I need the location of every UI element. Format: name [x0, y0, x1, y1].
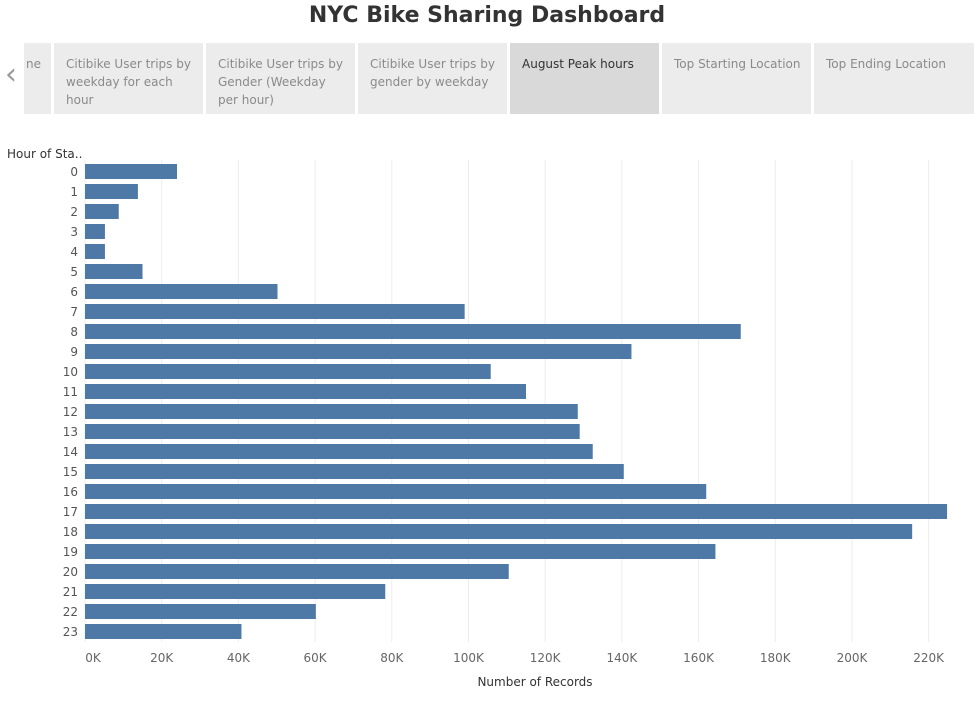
y-tick-label: 0 — [70, 165, 78, 179]
bar-hour-9[interactable] — [85, 344, 632, 359]
bar-hour-1[interactable] — [85, 184, 138, 199]
x-tick-label: 120K — [530, 651, 562, 665]
bar-hour-8[interactable] — [85, 324, 741, 339]
bar-hour-10[interactable] — [85, 364, 491, 379]
y-tick-label: 7 — [70, 305, 78, 319]
bar-hour-11[interactable] — [85, 384, 526, 399]
y-tick-label: 14 — [63, 445, 78, 459]
bar-hour-6[interactable] — [85, 284, 278, 299]
bar-hour-5[interactable] — [85, 264, 143, 279]
bar-hour-23[interactable] — [85, 624, 242, 639]
tab-august-peak-hours[interactable]: August Peak hours — [510, 43, 659, 114]
y-tick-label: 4 — [70, 245, 78, 259]
y-tick-label: 8 — [70, 325, 78, 339]
y-tick-label: 19 — [63, 545, 78, 559]
y-tick-label: 17 — [63, 505, 78, 519]
bar-hour-2[interactable] — [85, 204, 119, 219]
y-tick-label: 18 — [63, 525, 78, 539]
bar-hour-22[interactable] — [85, 604, 316, 619]
x-axis-title: Number of Records — [477, 675, 592, 689]
bar-hour-21[interactable] — [85, 584, 386, 599]
bar-hour-20[interactable] — [85, 564, 509, 579]
bar-hour-0[interactable] — [85, 164, 178, 179]
y-tick-label: 9 — [70, 345, 78, 359]
tab-top-ending-location[interactable]: Top Ending Location — [814, 43, 974, 114]
previous-tab-arrow-icon[interactable]: ‹ — [5, 57, 17, 92]
x-axis-ticks: 0K 20K 40K 60K 80K 100K 120K 140K 160K 180K 200K 22… — [85, 651, 945, 665]
tab-trips-gender-weekday-hour[interactable]: Citibike User trips by Gender (Weekday p… — [206, 43, 355, 114]
gridlines — [84, 160, 930, 642]
y-tick-label: 21 — [63, 585, 78, 599]
bar-hour-16[interactable] — [85, 484, 707, 499]
bar-hour-19[interactable] — [85, 544, 716, 559]
y-tick-label: 5 — [70, 265, 78, 279]
y-tick-label: 2 — [70, 205, 78, 219]
bar-hour-17[interactable] — [85, 504, 948, 519]
tab-trips-gender-weekday[interactable]: Citibike User trips by gender by weekday — [358, 43, 507, 114]
x-tick-label: 60K — [304, 651, 328, 665]
story-tabs: ‹ ne Citibike User trips by weekday for … — [0, 43, 974, 114]
y-tick-label: 22 — [63, 605, 78, 619]
y-tick-label: 13 — [63, 425, 78, 439]
bar-hour-14[interactable] — [85, 444, 593, 459]
x-tick-label: 220K — [913, 651, 945, 665]
y-tick-label: 6 — [70, 285, 78, 299]
tab-trips-weekday-hour[interactable]: Citibike User trips by weekday for each … — [54, 43, 203, 114]
y-tick-label: 16 — [63, 485, 78, 499]
bar-hour-12[interactable] — [85, 404, 578, 419]
x-tick-label: 100K — [453, 651, 485, 665]
x-tick-label: 0K — [85, 651, 102, 665]
x-tick-label: 160K — [683, 651, 715, 665]
bar-hour-4[interactable] — [85, 244, 105, 259]
y-tick-label: 10 — [63, 365, 78, 379]
x-tick-label: 40K — [227, 651, 251, 665]
x-tick-label: 80K — [380, 651, 404, 665]
y-tick-label: 3 — [70, 225, 78, 239]
y-tick-label: 15 — [63, 465, 78, 479]
bar-hour-15[interactable] — [85, 464, 624, 479]
bar-hour-13[interactable] — [85, 424, 580, 439]
y-tick-label: 11 — [63, 385, 78, 399]
bars — [85, 164, 948, 639]
y-tick-label: 12 — [63, 405, 78, 419]
x-tick-label: 140K — [606, 651, 638, 665]
x-tick-label: 200K — [837, 651, 869, 665]
x-tick-label: 180K — [760, 651, 792, 665]
x-tick-label: 20K — [150, 651, 174, 665]
y-axis-title: Hour of Sta.. — [7, 147, 82, 161]
y-tick-label: 20 — [63, 565, 78, 579]
bar-hour-18[interactable] — [85, 524, 913, 539]
y-tick-label: 1 — [70, 185, 78, 199]
bar-hour-7[interactable] — [85, 304, 465, 319]
y-tick-label: 23 — [63, 625, 78, 639]
tab-partial[interactable]: ne — [24, 43, 51, 114]
tab-top-starting-location[interactable]: Top Starting Location — [662, 43, 811, 114]
dashboard-title: NYC Bike Sharing Dashboard — [308, 3, 666, 28]
bar-hour-3[interactable] — [85, 224, 105, 239]
